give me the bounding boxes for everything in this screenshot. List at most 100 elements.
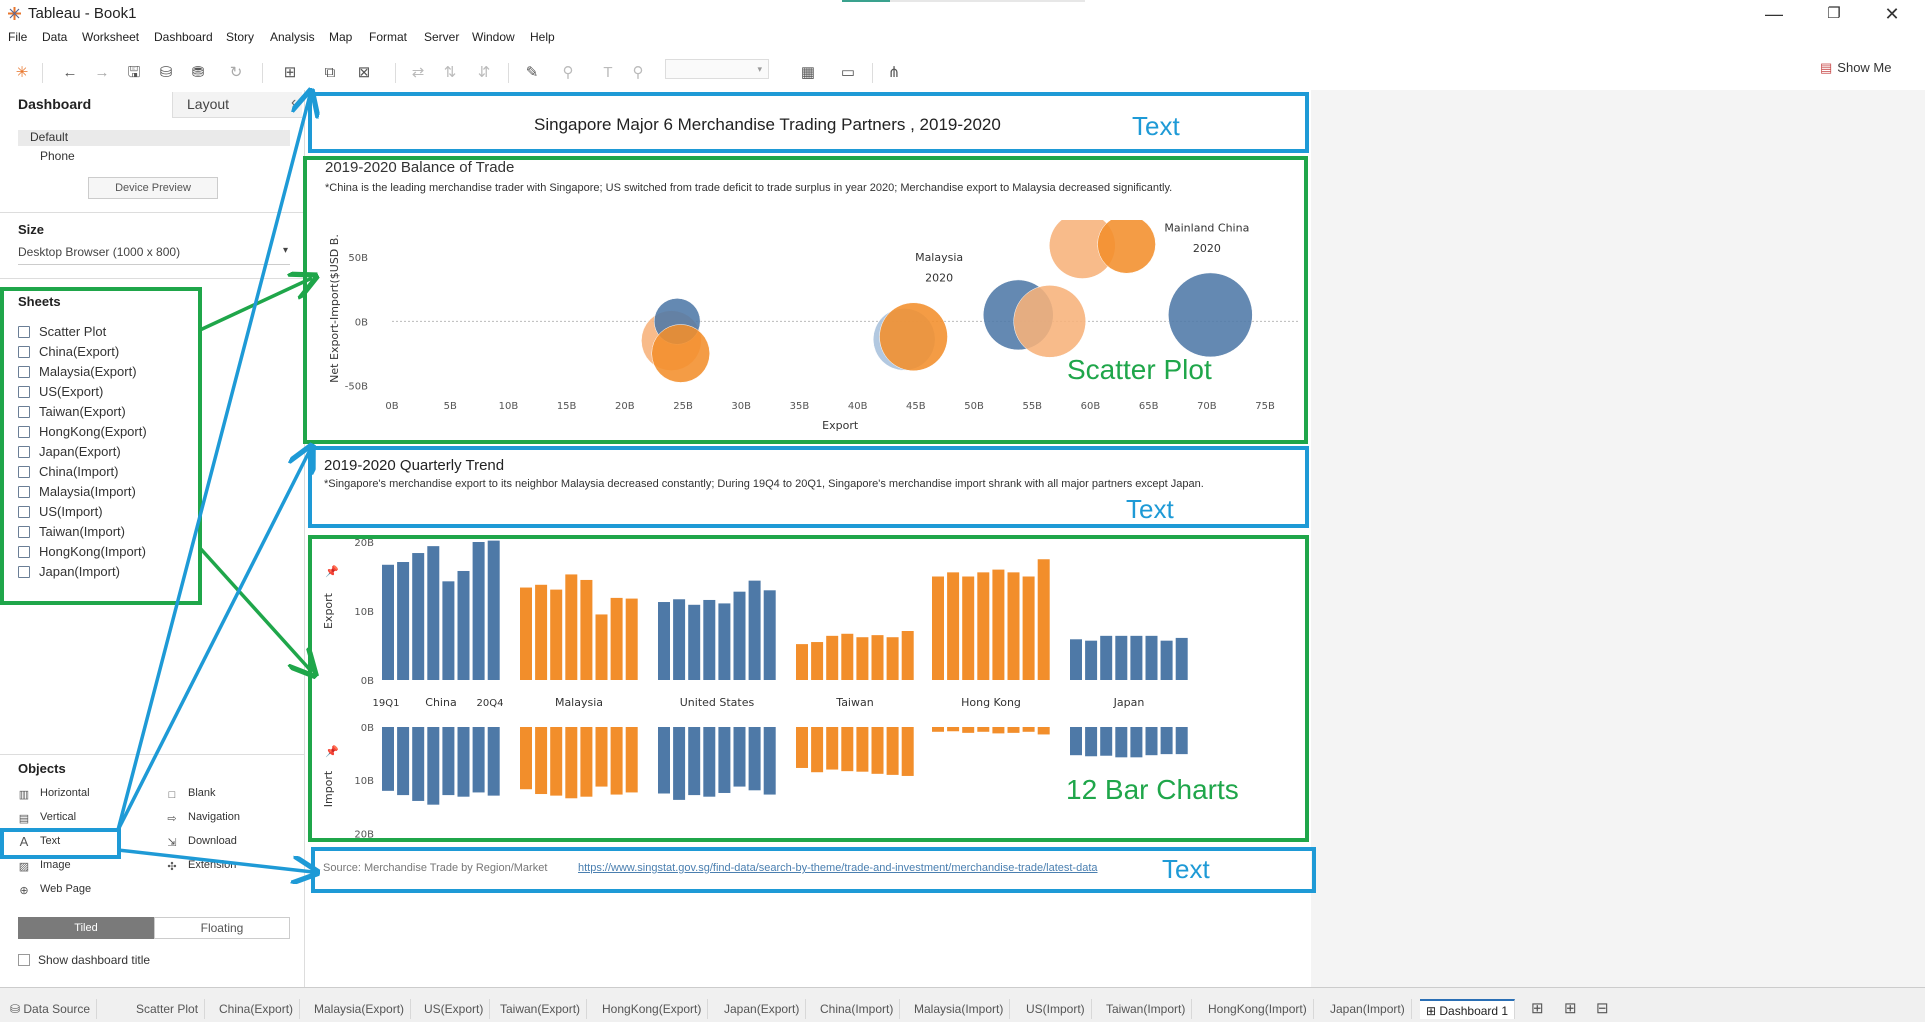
- export-bar[interactable]: [625, 598, 638, 680]
- export-bar[interactable]: [580, 579, 593, 680]
- export-bar[interactable]: [901, 631, 914, 680]
- minimize-icon[interactable]: —: [1765, 4, 1783, 24]
- import-bar[interactable]: [442, 727, 455, 796]
- menu-server[interactable]: Server: [424, 30, 460, 44]
- import-bar[interactable]: [625, 727, 638, 793]
- tab-malaysia-import[interactable]: Malaysia(Import): [908, 999, 1011, 1019]
- import-bar[interactable]: [1070, 727, 1082, 756]
- export-bar[interactable]: [703, 599, 716, 680]
- export-bar[interactable]: [673, 599, 686, 680]
- device-default[interactable]: Default: [18, 130, 290, 146]
- sheet-item-taiwan-import[interactable]: Taiwan(Import): [18, 524, 125, 539]
- export-bar[interactable]: [472, 542, 485, 680]
- fit-icon[interactable]: ▦: [800, 64, 816, 81]
- new-story-tab-icon[interactable]: ⊟: [1596, 1000, 1609, 1017]
- import-bar[interactable]: [703, 727, 716, 797]
- tab-china-import[interactable]: China(Import): [814, 999, 901, 1019]
- export-bar[interactable]: [886, 637, 899, 680]
- fix-axes-icon[interactable]: ⚲: [632, 64, 644, 81]
- export-bar[interactable]: [1130, 635, 1143, 680]
- import-bar[interactable]: [535, 727, 548, 795]
- object-blank[interactable]: □ Blank: [166, 787, 216, 801]
- import-bar[interactable]: [1037, 727, 1050, 735]
- export-bar[interactable]: [962, 576, 975, 681]
- menu-data[interactable]: Data: [42, 30, 68, 44]
- import-bar[interactable]: [947, 727, 960, 732]
- import-bar[interactable]: [901, 727, 914, 776]
- tab-us-import[interactable]: US(Import): [1020, 999, 1092, 1019]
- export-bar[interactable]: [733, 591, 746, 680]
- group-icon[interactable]: ⚲: [562, 64, 574, 81]
- export-bar[interactable]: [811, 642, 824, 680]
- import-bar[interactable]: [1085, 727, 1098, 757]
- import-bar[interactable]: [1115, 727, 1128, 758]
- menu-worksheet[interactable]: Worksheet: [82, 30, 140, 44]
- export-bar[interactable]: [992, 569, 1005, 680]
- scatter-point[interactable]: [1097, 220, 1156, 274]
- new-data-source-icon[interactable]: ⛁: [159, 64, 173, 81]
- export-bar[interactable]: [1100, 635, 1113, 680]
- import-bar[interactable]: [457, 727, 470, 797]
- share-icon[interactable]: ⋔: [887, 64, 901, 81]
- sheet-item-hongkong-export[interactable]: HongKong(Export): [18, 424, 147, 439]
- object-web-page[interactable]: ⊕ Web Page: [19, 883, 92, 897]
- export-bar[interactable]: [1070, 639, 1082, 680]
- sheet-item-malaysia-export[interactable]: Malaysia(Export): [18, 364, 137, 379]
- export-bar[interactable]: [871, 635, 884, 680]
- export-bar[interactable]: [932, 576, 944, 681]
- import-bar[interactable]: [1145, 727, 1158, 756]
- menu-help[interactable]: Help: [530, 30, 555, 44]
- tab-malaysia-export[interactable]: Malaysia(Export): [308, 999, 412, 1019]
- scatter-point[interactable]: [651, 324, 710, 383]
- import-bar[interactable]: [520, 727, 532, 790]
- undo-icon[interactable]: ←: [62, 64, 78, 81]
- clear-icon[interactable]: ⊠: [357, 64, 371, 81]
- menu-dashboard[interactable]: Dashboard: [154, 30, 213, 44]
- object-horizontal[interactable]: ▥ Horizontal: [18, 787, 90, 801]
- export-bar[interactable]: [412, 553, 425, 680]
- export-bar[interactable]: [565, 574, 578, 680]
- tableau-home-icon[interactable]: ✳: [15, 64, 29, 81]
- import-bar[interactable]: [550, 727, 563, 796]
- import-bar[interactable]: [733, 727, 746, 787]
- import-bar[interactable]: [397, 727, 410, 796]
- source-link[interactable]: https://www.singstat.gov.sg/find-data/se…: [578, 862, 1098, 874]
- tab-taiwan-import[interactable]: Taiwan(Import): [1100, 999, 1193, 1019]
- import-bar[interactable]: [1100, 727, 1113, 756]
- tab-japan-import[interactable]: Japan(Import): [1324, 999, 1412, 1019]
- import-bar[interactable]: [610, 727, 623, 795]
- export-bar[interactable]: [1022, 576, 1035, 681]
- refresh-icon[interactable]: ↻: [229, 64, 243, 81]
- object-vertical[interactable]: ▤ Vertical: [18, 811, 77, 825]
- export-bar[interactable]: [658, 602, 670, 680]
- save-icon[interactable]: 🖫: [127, 64, 141, 81]
- menu-analysis[interactable]: Analysis: [270, 30, 315, 44]
- collapse-panel-icon[interactable]: ‹: [291, 94, 297, 111]
- show-labels-icon[interactable]: T: [603, 64, 613, 81]
- import-bar[interactable]: [412, 727, 425, 801]
- menu-window[interactable]: Window: [472, 30, 515, 44]
- scatter-chart[interactable]: Net Export-Import($USD B. 50B 0B -50B 0B 5B 10…: [320, 220, 1300, 435]
- import-bar[interactable]: [673, 727, 686, 800]
- duplicate-icon[interactable]: ⧉: [324, 64, 336, 81]
- highlight-icon[interactable]: ✎: [525, 64, 539, 81]
- menu-story[interactable]: Story: [226, 30, 255, 44]
- scatter-point[interactable]: [1168, 272, 1253, 358]
- export-bar[interactable]: [520, 587, 532, 680]
- import-bar[interactable]: [826, 727, 839, 770]
- swap-icon[interactable]: ⇄: [411, 64, 425, 81]
- tab-dashboard[interactable]: Dashboard: [0, 92, 172, 118]
- export-bar[interactable]: [610, 597, 623, 680]
- object-image[interactable]: ▨ Image: [18, 859, 71, 873]
- sheet-item-malaysia-import[interactable]: Malaysia(Import): [18, 484, 136, 499]
- export-bar[interactable]: [856, 637, 869, 680]
- import-bar[interactable]: [580, 727, 593, 797]
- import-bar[interactable]: [871, 727, 884, 774]
- export-bar[interactable]: [688, 604, 701, 680]
- object-download[interactable]: ⇲ Download: [167, 835, 237, 849]
- import-bar[interactable]: [932, 727, 944, 732]
- tab-japan-export[interactable]: Japan(Export): [718, 999, 807, 1019]
- new-dashboard-tab-icon[interactable]: ⊞: [1564, 1000, 1577, 1017]
- sheet-item-china-export[interactable]: China(Export): [18, 344, 119, 359]
- size-dropdown[interactable]: Desktop Browser (1000 x 800) ▾: [18, 245, 290, 265]
